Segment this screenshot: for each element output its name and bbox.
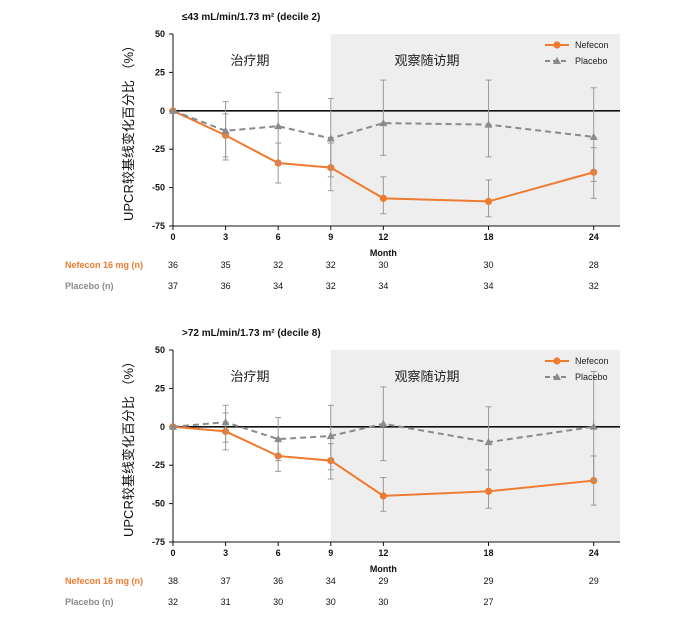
x-tick-label: 18 <box>484 548 494 558</box>
chart-decile-2: ≤43 mL/min/1.73 m² (decile 2) 治疗期 观察随访期 50 2… <box>65 12 620 291</box>
nefecon-n-count: 32 <box>273 260 283 270</box>
x-tick-label: 12 <box>378 232 388 242</box>
nefecon-n-count: 37 <box>221 576 231 586</box>
nefecon-n-count: 32 <box>326 260 336 270</box>
placebo-point <box>274 122 283 130</box>
legend-nefecon-label: Nefecon <box>575 356 609 366</box>
x-tick-label: 3 <box>223 548 228 558</box>
placebo-n-count: 31 <box>221 597 231 607</box>
placebo-point <box>484 438 493 446</box>
nefecon-point <box>484 197 493 206</box>
y-tick-label: -50 <box>152 499 165 509</box>
x-tick-label: 24 <box>589 232 599 242</box>
x-tick-label: 3 <box>223 232 228 242</box>
placebo-n-count: 34 <box>378 281 388 291</box>
placebo-n-count: 36 <box>221 281 231 291</box>
nefecon-point <box>484 487 493 495</box>
y-tick-label: 25 <box>155 67 165 77</box>
x-tick-label: 9 <box>328 548 333 558</box>
y-tick-label: -25 <box>152 460 165 470</box>
legend-placebo-label: Placebo <box>575 372 608 382</box>
placebo-n-count: 27 <box>484 597 494 607</box>
nefecon-n-count: 36 <box>273 576 283 586</box>
chart-decile-8: >72 mL/min/1.73 m² (decile 8) 治疗期 观察随访期 50 2… <box>65 328 620 607</box>
placebo-point <box>169 422 177 430</box>
legend-nefecon-label: Nefecon <box>575 40 609 50</box>
placebo-n-count: 34 <box>273 281 283 291</box>
legend-placebo-label: Placebo <box>575 56 608 66</box>
legend-placebo-marker <box>553 373 561 380</box>
legend-nefecon-marker <box>553 357 561 365</box>
placebo-n-count: 32 <box>589 281 599 291</box>
nefecon-n-label: Nefecon 16 mg (n) <box>65 260 143 270</box>
placebo-n-count: 34 <box>484 281 494 291</box>
placebo-point <box>379 419 388 427</box>
chart-panel-decile-2: ≤43 mL/min/1.73 m² (decile 2) 治疗期 观察随访期 50 2… <box>65 12 620 291</box>
y-tick-label: -25 <box>152 144 165 154</box>
x-tick-label: 0 <box>170 232 175 242</box>
nefecon-n-count: 29 <box>589 576 599 586</box>
x-tick-label: 6 <box>276 232 281 242</box>
placebo-point <box>169 106 177 114</box>
y-tick-label: 0 <box>160 422 165 432</box>
placebo-point <box>326 432 335 440</box>
y-axis-label: UPCR较基线变化百分比 （%） <box>121 39 136 221</box>
nefecon-point <box>379 194 387 202</box>
y-axis-label: UPCR较基线变化百分比 （%） <box>121 355 136 537</box>
y-tick-label: -75 <box>152 537 165 547</box>
phase-label-followup: 观察随访期 <box>394 369 459 384</box>
placebo-n-count: 37 <box>168 281 178 291</box>
x-tick-label: 9 <box>328 232 333 242</box>
placebo-point <box>221 418 230 426</box>
placebo-n-count: 30 <box>378 597 388 607</box>
placebo-point <box>326 134 335 142</box>
nefecon-n-count: 30 <box>378 260 388 270</box>
x-tick-label: 24 <box>589 548 599 558</box>
chart-title: ≤43 mL/min/1.73 m² (decile 2) <box>182 12 320 23</box>
legend-placebo-marker <box>553 57 561 64</box>
placebo-point <box>589 422 598 430</box>
nefecon-n-count: 29 <box>484 576 494 586</box>
placebo-point <box>274 435 283 443</box>
placebo-n-count: 30 <box>326 597 336 607</box>
nefecon-n-count: 35 <box>221 260 231 270</box>
placebo-point <box>484 120 493 128</box>
x-tick-label: 6 <box>276 548 281 558</box>
placebo-point <box>221 126 230 134</box>
placebo-n-label: Placebo (n) <box>65 597 114 607</box>
followup-shade <box>330 350 620 542</box>
phase-label-treatment: 治疗期 <box>230 53 269 68</box>
phase-label-followup: 观察随访期 <box>394 53 459 68</box>
nefecon-n-count: 29 <box>378 576 388 586</box>
y-tick-label: 25 <box>155 383 165 393</box>
nefecon-n-label: Nefecon 16 mg (n) <box>65 576 143 586</box>
nefecon-n-count: 36 <box>168 260 178 270</box>
chart-title: >72 mL/min/1.73 m² (decile 8) <box>182 328 321 339</box>
placebo-n-count: 32 <box>168 597 178 607</box>
chart-panel-decile-8: >72 mL/min/1.73 m² (decile 8) 治疗期 观察随访期 50 2… <box>0 316 685 632</box>
y-tick-label: 50 <box>155 29 165 39</box>
phase-label-treatment: 治疗期 <box>230 369 269 384</box>
placebo-point <box>589 132 598 140</box>
placebo-n-count: 32 <box>326 281 336 291</box>
y-tick-label: -50 <box>152 183 165 193</box>
x-axis-label: Month <box>370 248 397 258</box>
nefecon-n-count: 30 <box>484 260 494 270</box>
followup-shade <box>330 34 620 226</box>
nefecon-n-count: 38 <box>168 576 178 586</box>
y-tick-label: 0 <box>160 106 165 116</box>
x-tick-label: 18 <box>484 232 494 242</box>
x-tick-label: 12 <box>378 548 388 558</box>
nefecon-n-count: 34 <box>326 576 336 586</box>
placebo-n-label: Placebo (n) <box>65 281 114 291</box>
y-tick-label: 50 <box>155 345 165 355</box>
y-tick-label: -75 <box>152 221 165 231</box>
nefecon-n-count: 28 <box>589 260 599 270</box>
x-axis-label: Month <box>370 564 397 574</box>
legend-nefecon-marker <box>553 41 561 49</box>
x-tick-label: 0 <box>170 548 175 558</box>
nefecon-point <box>379 492 387 500</box>
placebo-n-count: 30 <box>273 597 283 607</box>
placebo-point <box>379 119 388 127</box>
